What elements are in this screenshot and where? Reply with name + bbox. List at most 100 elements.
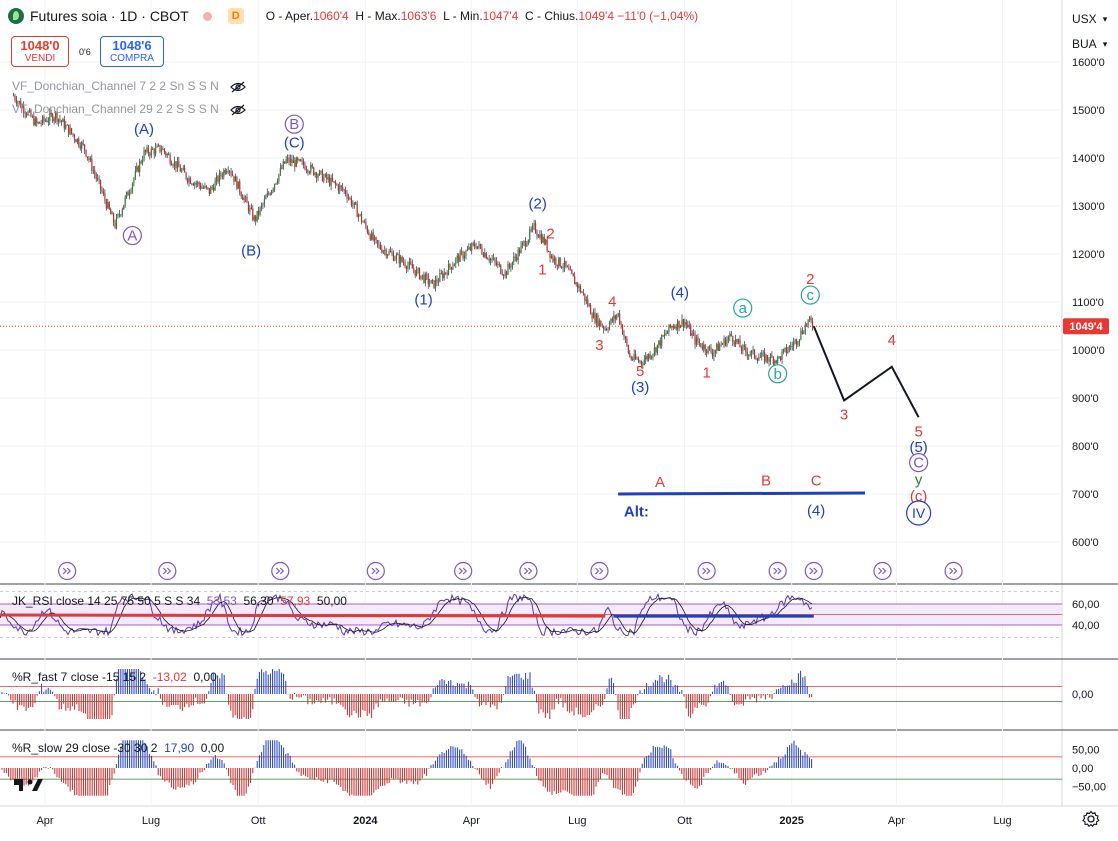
candle-body: [239, 181, 241, 193]
alt-trendline[interactable]: [618, 491, 866, 496]
candle-body: [220, 172, 222, 176]
candle-body: [257, 210, 260, 215]
candle-body: [189, 178, 192, 184]
candle-body: [321, 170, 323, 182]
candle-body: [27, 111, 29, 116]
candle-body: [778, 356, 780, 358]
candle-body: [656, 344, 658, 353]
candle-body: [750, 350, 753, 355]
r-fast-legend[interactable]: %R_fast 7 close -15 15 2 -13,02 0,00: [12, 670, 217, 684]
event-marker-icon[interactable]: [366, 561, 385, 581]
candle-body: [730, 333, 732, 337]
candle-body: [430, 280, 432, 284]
event-marker-icon[interactable]: [271, 561, 290, 581]
candle-body: [366, 226, 368, 233]
indicator-donchian-7[interactable]: VF_Donchian_Channel 7 2 2 Sn S S N: [12, 79, 246, 93]
unit-selector[interactable]: BUA ▾: [1066, 33, 1112, 55]
candle-body: [72, 133, 74, 136]
wave-label: y: [915, 471, 923, 488]
candle-body: [455, 258, 457, 265]
event-marker-icon[interactable]: [804, 561, 823, 581]
candle-body: [168, 154, 170, 155]
candle-body: [297, 157, 299, 161]
event-marker-icon[interactable]: [454, 561, 473, 581]
currency-selector[interactable]: USX ▾: [1066, 8, 1112, 30]
candle-body: [466, 249, 468, 251]
chart-header: Futures soia · 1D · CBOT D O - Aper.1060…: [8, 8, 698, 24]
candle-body: [782, 349, 785, 353]
candle-body: [223, 170, 225, 177]
candle-body: [449, 264, 451, 268]
candle-body: [275, 183, 277, 185]
candle-body: [421, 274, 424, 276]
eye-off-icon[interactable]: [230, 104, 246, 116]
candle-body: [378, 243, 380, 245]
candle-body: [146, 147, 148, 152]
candle-body: [36, 118, 38, 124]
buy-button[interactable]: 1048'6 COMPRA: [100, 36, 164, 67]
candle-body: [558, 257, 560, 266]
candle-body: [353, 202, 355, 205]
candle-body: [423, 274, 425, 283]
r-slow-legend[interactable]: %R_slow 29 close -30 30 2 17,90 0,00: [12, 741, 225, 755]
event-marker-icon[interactable]: [768, 561, 787, 581]
event-marker-icon[interactable]: [944, 561, 963, 581]
event-marker-icon[interactable]: [697, 561, 716, 581]
candle-body: [266, 193, 268, 198]
candle-body: [590, 305, 592, 315]
candle-body: [504, 271, 506, 276]
candle-body: [12, 95, 15, 97]
candle-body: [73, 135, 76, 140]
candle-body: [252, 208, 254, 220]
rslow-axis-label: −50,00: [1072, 782, 1106, 794]
candle-body: [44, 120, 47, 122]
sell-button[interactable]: 1048'0 VENDI: [11, 36, 69, 67]
candle-body: [753, 349, 756, 358]
candle-body: [445, 272, 447, 274]
candle-body: [34, 118, 36, 126]
rslow-axis-label: 50,00: [1072, 745, 1100, 757]
candle-body: [324, 174, 326, 177]
rsi-legend[interactable]: JK_RSI close 14 25 75 50 5 S S 34 53,53 …: [12, 594, 347, 608]
projection-path[interactable]: [812, 325, 920, 418]
rsi-ma-line: [0, 596, 813, 634]
candle-body: [465, 250, 467, 256]
candle-body: [420, 275, 422, 279]
candle-body: [243, 197, 245, 200]
candle-body: [382, 250, 384, 253]
candle-body: [373, 237, 376, 241]
wave-label: (B): [241, 242, 261, 259]
delayed-badge[interactable]: D: [227, 8, 244, 24]
eye-off-icon[interactable]: [230, 81, 246, 93]
candle-body: [704, 344, 706, 352]
settings-gear-icon[interactable]: [1082, 810, 1100, 828]
event-marker-icon[interactable]: [58, 561, 77, 581]
event-marker-icon[interactable]: [873, 561, 892, 581]
candle-body: [414, 270, 416, 276]
candle-body: [49, 112, 51, 121]
rsi-trend-red: [0, 613, 606, 618]
candle-body: [646, 355, 648, 359]
symbol-title[interactable]: Futures soia · 1D · CBOT: [30, 8, 189, 24]
event-marker-icon[interactable]: [158, 561, 177, 581]
candle-body: [703, 344, 705, 349]
event-marker-icon[interactable]: [590, 561, 609, 581]
candle-body: [85, 149, 87, 157]
candle-body: [766, 355, 769, 361]
wave-label-circle: [733, 298, 753, 318]
tradingview-logo-icon[interactable]: [14, 779, 43, 791]
candle-body: [591, 314, 593, 319]
candle-body: [408, 261, 410, 266]
candle-body: [307, 170, 309, 173]
candle-body: [394, 259, 396, 261]
candle-body: [658, 340, 660, 345]
indicator-donchian-29[interactable]: VF_Donchian_Channel 29 2 2 S S S N: [12, 102, 246, 116]
price-tick-label: 1500'0: [1072, 105, 1105, 117]
candle-body: [810, 317, 812, 322]
candle-body: [801, 330, 803, 334]
candle-body: [401, 256, 403, 262]
event-marker-icon[interactable]: [519, 561, 538, 581]
candle-body: [413, 268, 415, 271]
candle-body: [182, 168, 184, 170]
